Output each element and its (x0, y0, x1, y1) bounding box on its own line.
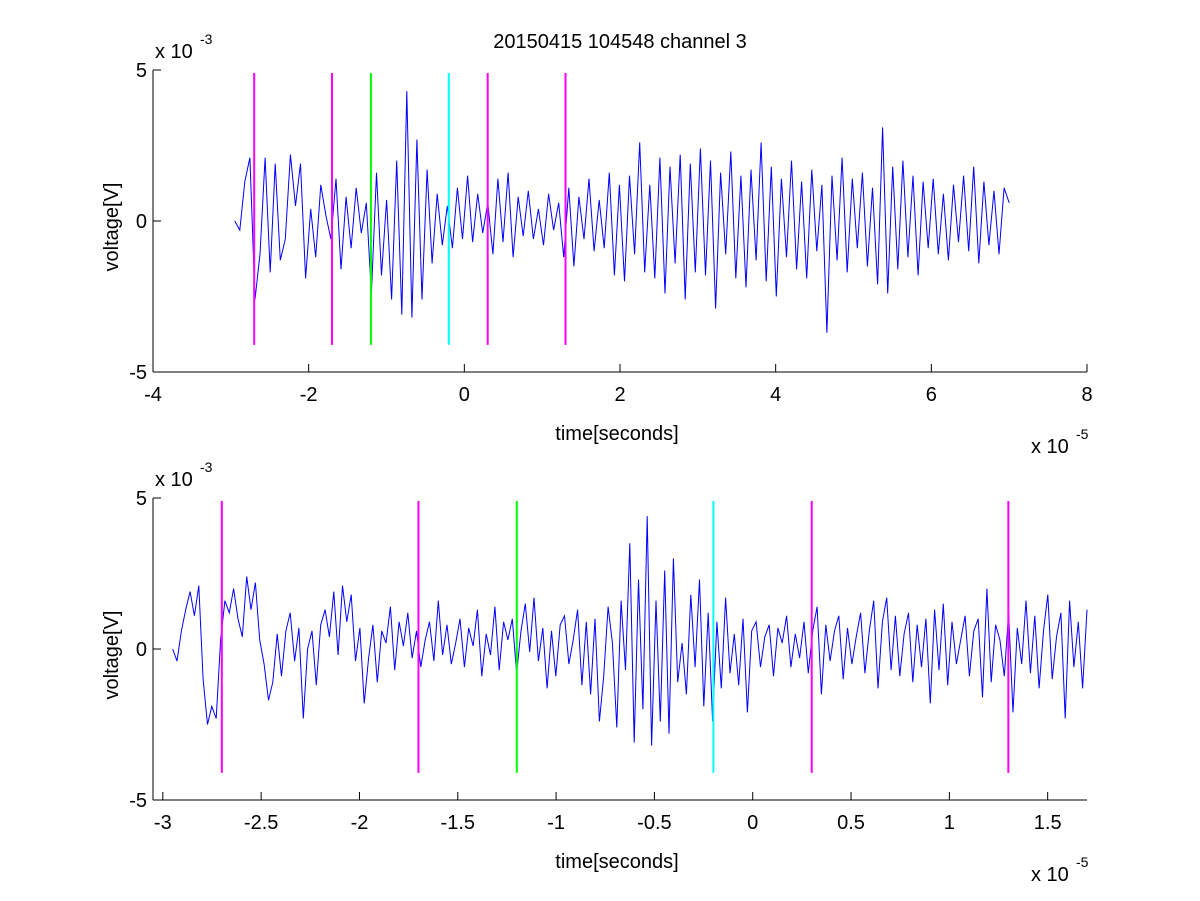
x-axis-label: time[seconds] (555, 851, 678, 873)
top-axes: -4 -2 0 2 4 6 8 -5 0 5 time[seconds] voltage[V] x 10… (101, 31, 1093, 458)
x-tick-label: -3 (154, 812, 172, 834)
y-axis-label: voltage[V] (101, 183, 123, 272)
y-tick-label: -5 (129, 362, 147, 384)
x-tick-label: 4 (770, 384, 781, 406)
x-tick-label: -1.5 (441, 812, 475, 834)
y-exponent-power: -3 (200, 31, 213, 47)
signal-line (172, 516, 1088, 746)
x-tick-label: 1.5 (1034, 812, 1062, 834)
figure-title: 20150415 104548 channel 3 (493, 31, 747, 53)
y-tick-label: 5 (136, 60, 147, 82)
x-exponent-label: x 10 (1031, 436, 1069, 458)
x-tick-label: -2.5 (244, 812, 278, 834)
x-tick-label: -2 (300, 384, 318, 406)
x-exponent-label: x 10 (1031, 864, 1069, 886)
signal-line (234, 91, 1010, 333)
x-tick-label: -0.5 (637, 812, 671, 834)
y-tick-label: -5 (129, 790, 147, 812)
bottom-axes: -3 -2.5 -2 -1.5 -1 -0.5 0 0.5 1 1.5 -5 0 5 time[secon… (101, 459, 1089, 886)
x-tick-label: -4 (144, 384, 162, 406)
x-exponent-power: -5 (1076, 854, 1089, 870)
x-tick-label: -2 (351, 812, 369, 834)
x-tick-label: 0.5 (837, 812, 865, 834)
x-exponent-power: -5 (1076, 426, 1089, 442)
y-exponent-label: x 10 (155, 469, 193, 491)
y-exponent-label: x 10 (155, 41, 193, 63)
x-tick-label: 1 (944, 812, 955, 834)
y-tick-label: 0 (136, 211, 147, 233)
x-tick-label: -1 (547, 812, 565, 834)
x-tick-label: 0 (459, 384, 470, 406)
x-tick-label: 8 (1081, 384, 1092, 406)
x-tick-label: 2 (614, 384, 625, 406)
x-tick-label: 0 (747, 812, 758, 834)
y-exponent-power: -3 (200, 459, 213, 475)
y-tick-label: 0 (136, 639, 147, 661)
y-axis-label: voltage[V] (101, 611, 123, 700)
y-tick-label: 5 (136, 488, 147, 510)
x-axis-label: time[seconds] (555, 423, 678, 445)
x-tick-label: 6 (926, 384, 937, 406)
